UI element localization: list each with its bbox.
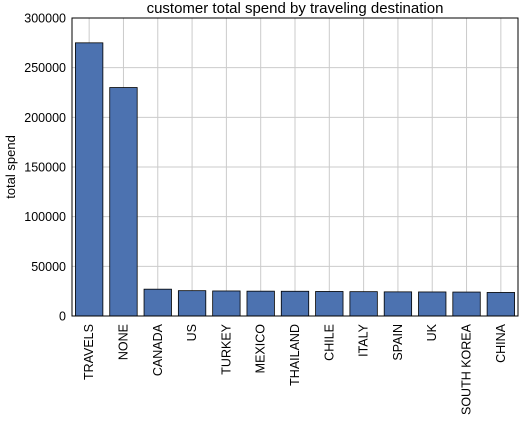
x-tick-label: THAILAND	[288, 324, 302, 386]
x-tick-label: CHINA	[494, 323, 508, 363]
bar-china	[486, 292, 515, 317]
bar-chile	[315, 291, 344, 317]
y-tick-labels: 0 50000 100000 150000 200000 250000 300000	[24, 12, 66, 324]
bar-south-korea	[452, 291, 481, 317]
bar-us	[177, 290, 207, 317]
plot-frame	[71, 17, 519, 317]
x-tick-label: SOUTH KOREA	[460, 323, 474, 415]
bar-mexico	[246, 290, 275, 317]
x-tick-label: SPAIN	[391, 324, 405, 361]
bar-thailand	[280, 290, 310, 317]
bar-spain	[383, 291, 413, 317]
y-axis-label: total spend	[3, 135, 18, 199]
bar-turkey	[212, 290, 241, 317]
bar-canada	[143, 288, 172, 317]
y-tick-label: 250000	[24, 61, 66, 75]
bar-uk	[418, 291, 447, 317]
x-tick-label: MEXICO	[254, 324, 268, 374]
x-tick-label: UK	[425, 323, 439, 341]
y-tick-label: 150000	[24, 161, 66, 175]
bars	[75, 42, 515, 317]
y-tick-label: 200000	[24, 111, 66, 125]
x-tick-label: US	[185, 324, 199, 341]
x-tick-label: TURKEY	[219, 323, 233, 374]
y-tick-label: 50000	[31, 260, 66, 274]
y-tick-label: 100000	[24, 210, 66, 224]
bar-none	[109, 87, 138, 317]
x-tick-label: TRAVELS	[82, 324, 96, 380]
x-tick-labels: TRAVELS NONE CANADA US TURKEY MEXICO THAILAND C…	[82, 323, 508, 415]
y-tick-label: 300000	[24, 12, 66, 26]
x-tick-label: NONE	[116, 324, 130, 360]
x-tick-label: CHILE	[322, 324, 336, 361]
bar-travels	[75, 42, 104, 317]
chart-title: customer total spend by traveling destin…	[147, 0, 444, 17]
x-tick-label: CANADA	[151, 323, 165, 376]
x-tick-label: ITALY	[357, 323, 371, 357]
y-tick-label: 0	[59, 310, 66, 324]
bar-italy	[349, 291, 378, 317]
